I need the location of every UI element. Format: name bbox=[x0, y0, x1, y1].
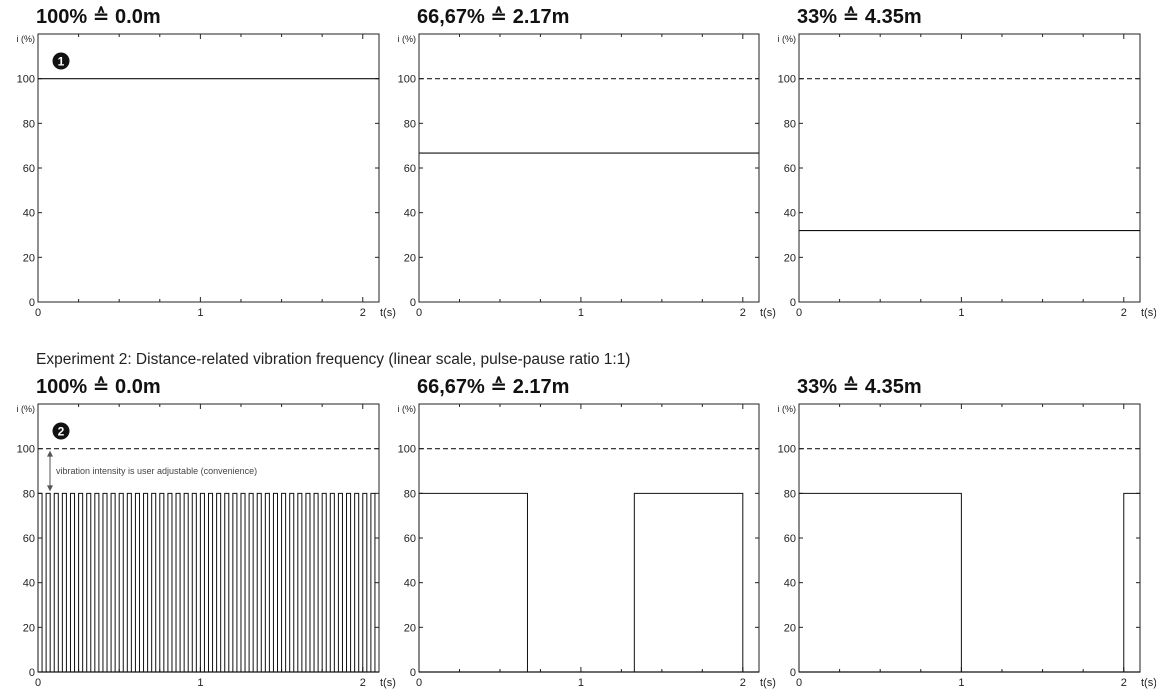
chart-title: 66,67% ≙ 2.17m bbox=[417, 6, 569, 28]
y-tick-label: 0 bbox=[410, 297, 416, 309]
y-tick-label: 0 bbox=[29, 667, 35, 679]
experiment-2-title: Experiment 2: Distance-related vibration… bbox=[36, 351, 630, 368]
annotation-arrow-up-head bbox=[47, 450, 53, 457]
pulse-series bbox=[798, 492, 1140, 673]
plot-frame bbox=[798, 33, 1141, 303]
y-tick-label: 40 bbox=[404, 208, 416, 220]
y-tick-label: 20 bbox=[404, 622, 416, 634]
y-tick-label: 100 bbox=[398, 444, 416, 456]
y-tick-label: 100 bbox=[17, 74, 35, 86]
pulse-series bbox=[418, 492, 759, 673]
y-axis-label: i (%) bbox=[17, 404, 36, 414]
chart-title: 33% ≙ 4.35m bbox=[797, 6, 922, 28]
x-tick-label: 0 bbox=[35, 677, 41, 689]
x-tick-label: 0 bbox=[416, 307, 422, 319]
y-tick-label: 20 bbox=[23, 252, 35, 264]
plot-frame bbox=[418, 403, 760, 673]
annotation-arrow-down-head bbox=[47, 485, 53, 492]
y-axis-label: i (%) bbox=[778, 34, 797, 44]
x-tick-label: 2 bbox=[1121, 307, 1127, 319]
x-axis-label: t(s) bbox=[760, 307, 776, 319]
y-axis-label: i (%) bbox=[398, 34, 417, 44]
x-axis-label: t(s) bbox=[1141, 307, 1156, 319]
chart-title: 100% ≙ 0.0m bbox=[36, 376, 161, 398]
y-tick-label: 40 bbox=[23, 578, 35, 590]
chart-panel-4: 100% ≙ 0.0mi (%) 0 20 40 60 80 100 0 1 2 t(s) 2 vibr… bbox=[17, 376, 396, 689]
badge-circle bbox=[52, 52, 70, 70]
y-tick-label: 80 bbox=[784, 118, 796, 130]
x-tick-label: 1 bbox=[958, 307, 964, 319]
x-tick-label: 2 bbox=[360, 307, 366, 319]
y-tick-label: 40 bbox=[784, 208, 796, 220]
y-axis-label: i (%) bbox=[778, 404, 797, 414]
x-tick-label: 0 bbox=[35, 307, 41, 319]
y-tick-label: 0 bbox=[790, 297, 796, 309]
x-axis-label: t(s) bbox=[760, 677, 776, 689]
y-tick-label: 100 bbox=[398, 74, 416, 86]
chart-panel-1: 100% ≙ 0.0mi (%) 0 20 40 60 80 100 0 1 2 t(s) 1 bbox=[17, 6, 396, 319]
y-tick-label: 80 bbox=[404, 488, 416, 500]
y-tick-label: 60 bbox=[784, 533, 796, 545]
pulse-series bbox=[37, 492, 379, 673]
y-tick-label: 80 bbox=[784, 488, 796, 500]
y-tick-label: 60 bbox=[404, 163, 416, 175]
y-tick-label: 60 bbox=[23, 533, 35, 545]
badge-number: 2 bbox=[58, 425, 65, 439]
y-tick-label: 100 bbox=[778, 444, 796, 456]
chart-title: 66,67% ≙ 2.17m bbox=[417, 376, 569, 398]
y-tick-label: 40 bbox=[23, 208, 35, 220]
x-tick-label: 0 bbox=[796, 307, 802, 319]
x-tick-label: 2 bbox=[360, 677, 366, 689]
y-tick-label: 80 bbox=[404, 118, 416, 130]
x-axis-label: t(s) bbox=[1141, 677, 1156, 689]
badge-circle bbox=[52, 422, 70, 440]
x-axis-label: t(s) bbox=[380, 677, 396, 689]
x-tick-label: 0 bbox=[416, 677, 422, 689]
y-tick-label: 100 bbox=[17, 444, 35, 456]
x-tick-label: 1 bbox=[197, 677, 203, 689]
plot-frame bbox=[37, 33, 380, 303]
x-tick-label: 2 bbox=[740, 677, 746, 689]
x-tick-label: 1 bbox=[578, 677, 584, 689]
chart-title: 100% ≙ 0.0m bbox=[36, 6, 161, 28]
y-tick-label: 20 bbox=[23, 622, 35, 634]
y-tick-label: 20 bbox=[784, 252, 796, 264]
y-tick-label: 40 bbox=[784, 578, 796, 590]
y-tick-label: 0 bbox=[790, 667, 796, 679]
y-tick-label: 0 bbox=[410, 667, 416, 679]
y-tick-label: 60 bbox=[23, 163, 35, 175]
y-tick-label: 100 bbox=[778, 74, 796, 86]
chart-title: 33% ≙ 4.35m bbox=[797, 376, 922, 398]
x-tick-label: 1 bbox=[958, 677, 964, 689]
x-tick-label: 1 bbox=[578, 307, 584, 319]
y-tick-label: 40 bbox=[404, 578, 416, 590]
x-tick-label: 1 bbox=[197, 307, 203, 319]
y-axis-label: i (%) bbox=[17, 34, 36, 44]
y-tick-label: 20 bbox=[784, 622, 796, 634]
y-tick-label: 0 bbox=[29, 297, 35, 309]
y-axis-label: i (%) bbox=[398, 404, 417, 414]
y-tick-label: 60 bbox=[404, 533, 416, 545]
x-tick-label: 2 bbox=[1121, 677, 1127, 689]
plot-frame bbox=[798, 403, 1141, 673]
annotation-text: vibration intensity is user adjustable (… bbox=[56, 466, 257, 476]
y-tick-label: 80 bbox=[23, 118, 35, 130]
x-tick-label: 2 bbox=[740, 307, 746, 319]
x-axis-label: t(s) bbox=[380, 307, 396, 319]
y-tick-label: 20 bbox=[404, 252, 416, 264]
y-tick-label: 80 bbox=[23, 488, 35, 500]
badge-number: 1 bbox=[58, 55, 65, 69]
y-tick-label: 60 bbox=[784, 163, 796, 175]
x-tick-label: 0 bbox=[796, 677, 802, 689]
plot-frame bbox=[418, 33, 760, 303]
